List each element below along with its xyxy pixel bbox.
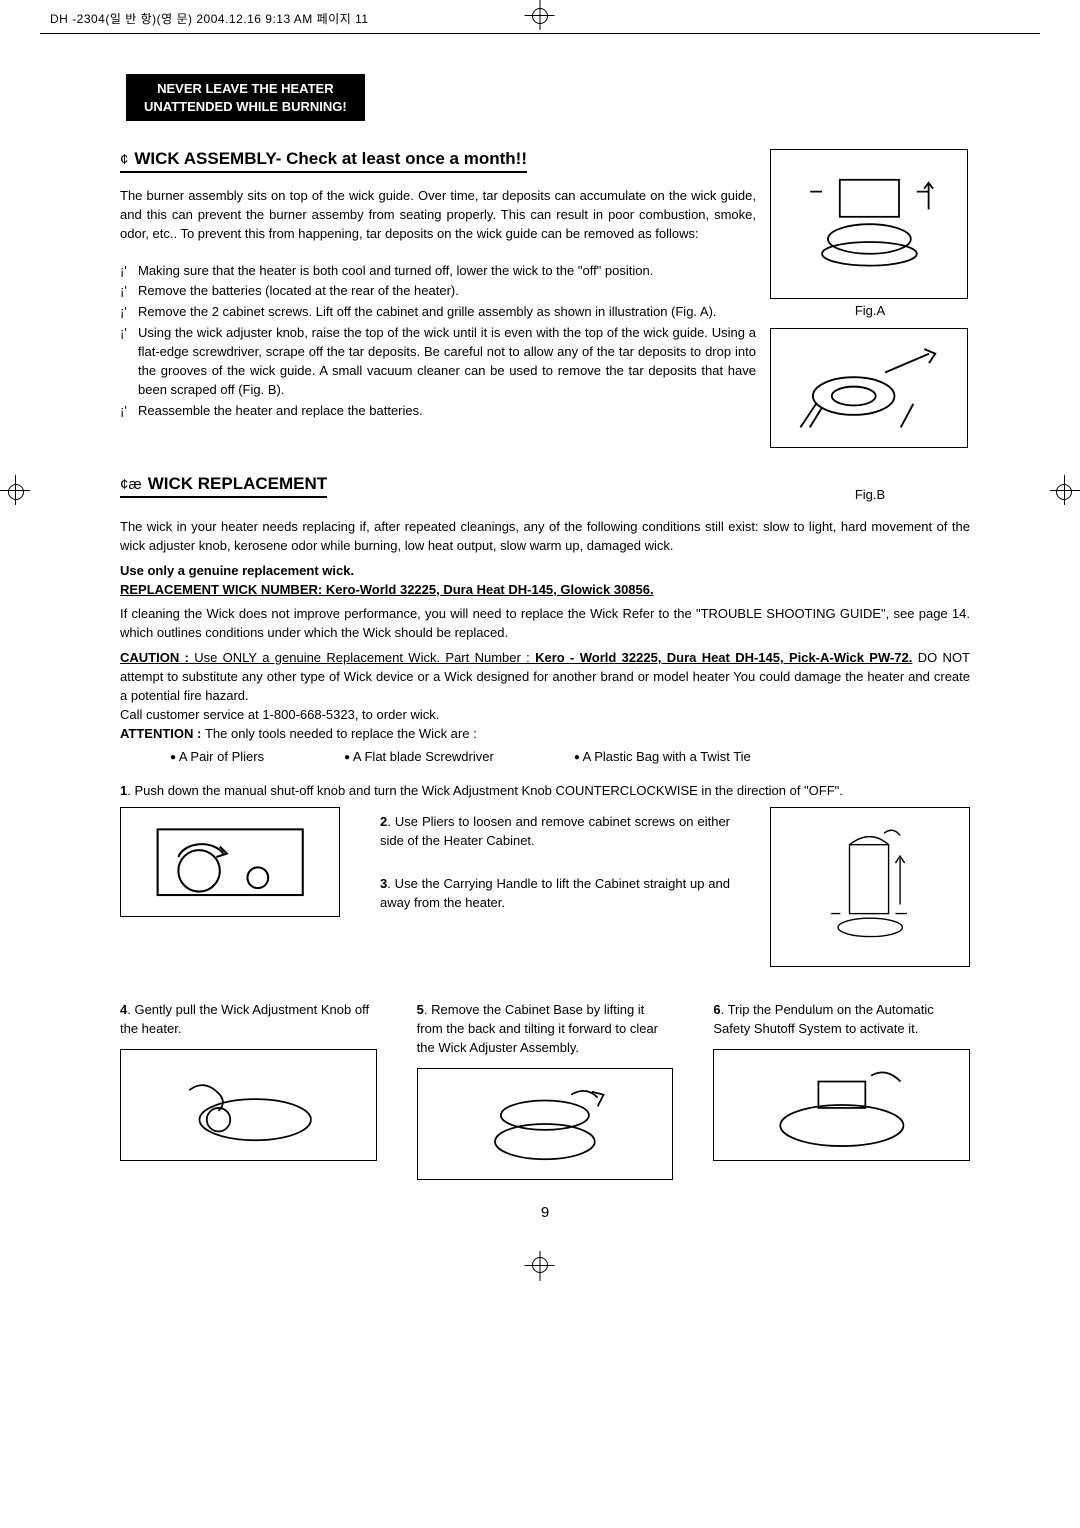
wick-replacement-heading: ¢æ WICK REPLACEMENT <box>120 474 327 498</box>
step-2: 2. Use Pliers to loosen and remove cabin… <box>380 813 730 851</box>
wick-assembly-list: ¡'Making sure that the heater is both co… <box>120 262 756 421</box>
use-only-line: Use only a genuine replacement wick. <box>120 563 354 578</box>
warning-line-1: NEVER LEAVE THE HEATER <box>144 80 347 98</box>
top-rule <box>40 33 1040 34</box>
step-4-col: 4. Gently pull the Wick Adjustment Knob … <box>120 995 377 1180</box>
list-item: ¡'Using the wick adjuster knob, raise th… <box>120 324 756 399</box>
step-4: 4. Gently pull the Wick Adjustment Knob … <box>120 1001 377 1039</box>
heading-text: WICK REPLACEMENT <box>148 474 327 493</box>
page: DH -2304(일 반 항)(영 문) 2004.12.16 9:13 AM … <box>0 0 1080 1281</box>
wick-repl-para2: If cleaning the Wick does not improve pe… <box>120 605 970 643</box>
steps-row-1: 2. Use Pliers to loosen and remove cabin… <box>120 807 970 967</box>
tool-item: A Pair of Pliers <box>170 749 264 764</box>
step5-figure <box>417 1068 674 1180</box>
lift-cabinet-icon <box>791 824 949 950</box>
step3-figure <box>770 807 970 967</box>
step1-figure <box>120 807 340 917</box>
page-number: 9 <box>120 1204 970 1221</box>
remove-base-icon <box>443 1080 647 1168</box>
list-text: Making sure that the heater is both cool… <box>138 262 756 281</box>
scrape-icon <box>791 341 948 435</box>
step-1: 1. Push down the manual shut-off knob an… <box>120 782 970 801</box>
caution-text-underlined: Use ONLY a genuine Replacement Wick. Par… <box>194 650 535 665</box>
figure-b <box>770 328 968 448</box>
wick-repl-useonly: Use only a genuine replacement wick. REP… <box>120 562 970 600</box>
wick-assembly-intro: The burner assembly sits on top of the w… <box>120 187 756 244</box>
heater-cabinet-icon <box>791 165 948 283</box>
call-line: Call customer service at 1-800-668-5323,… <box>120 707 439 722</box>
caution-paragraph: CAUTION : Use ONLY a genuine Replacement… <box>120 649 970 743</box>
steps-2-3-col: 2. Use Pliers to loosen and remove cabin… <box>380 807 730 967</box>
pendulum-icon <box>740 1061 944 1149</box>
replacement-number-line: REPLACEMENT WICK NUMBER: Kero-World 3222… <box>120 582 654 597</box>
list-item: ¡'Remove the batteries (located at the r… <box>120 282 756 301</box>
step-6-col: 6. Trip the Pendulum on the Automatic Sa… <box>713 995 970 1180</box>
bullet-mark: ¡' <box>120 303 138 322</box>
list-text: Remove the batteries (located at the rea… <box>138 282 756 301</box>
bullet-mark: ¡' <box>120 282 138 301</box>
tool-item: A Flat blade Screwdriver <box>344 749 494 764</box>
step-6: 6. Trip the Pendulum on the Automatic Sa… <box>713 1001 970 1039</box>
step-text: . Remove the Cabinet Base by lifting it … <box>417 1002 658 1055</box>
attention-text: The only tools needed to replace the Wic… <box>205 726 477 741</box>
step-5-col: 5. Remove the Cabinet Base by lifting it… <box>417 995 674 1180</box>
caution-label: CAUTION : <box>120 650 194 665</box>
steps-row-2: 4. Gently pull the Wick Adjustment Knob … <box>120 995 970 1180</box>
step4-figure <box>120 1049 377 1161</box>
content-area: NEVER LEAVE THE HEATER UNATTENDED WHILE … <box>120 74 970 1221</box>
step3-fig-col <box>770 807 970 967</box>
bullet-mark: ¡' <box>120 324 138 399</box>
step-text: . Use Pliers to loosen and remove cabine… <box>380 814 730 848</box>
crop-circle-left <box>8 484 24 500</box>
step-text: . Gently pull the Wick Adjustment Knob o… <box>120 1002 369 1036</box>
wick-assembly-row: ¢ WICK ASSEMBLY- Check at least once a mo… <box>120 149 970 452</box>
wick-assembly-heading: ¢ WICK ASSEMBLY- Check at least once a mo… <box>120 149 527 173</box>
tools-row: A Pair of Pliers A Flat blade Screwdrive… <box>120 749 970 764</box>
step6-figure <box>713 1049 970 1161</box>
list-item: ¡'Remove the 2 cabinet screws. Lift off … <box>120 303 756 322</box>
bullet-mark: ¡' <box>120 262 138 281</box>
list-text: Reassemble the heater and replace the ba… <box>138 402 756 421</box>
crop-circle-right <box>1056 484 1072 500</box>
wick-repl-para1: The wick in your heater needs replacing … <box>120 518 970 556</box>
step-text: . Trip the Pendulum on the Automatic Saf… <box>713 1002 933 1036</box>
step1-fig-col <box>120 807 340 967</box>
list-text: Remove the 2 cabinet screws. Lift off th… <box>138 303 756 322</box>
list-text: Using the wick adjuster knob, raise the … <box>138 324 756 399</box>
step-text: . Push down the manual shut-off knob and… <box>127 783 843 798</box>
crop-circle-bottom <box>532 1257 548 1273</box>
fig-column: Fig.A <box>770 149 970 452</box>
warning-line-2: UNATTENDED WHILE BURNING! <box>144 98 347 116</box>
wick-replacement-heading-row: ¢æ WICK REPLACEMENT Fig.B <box>120 464 970 512</box>
heading-symbol: ¢ <box>120 151 128 168</box>
heading-text: WICK ASSEMBLY- Check at least once a mon… <box>134 149 527 168</box>
tool-item: A Plastic Bag with a Twist Tie <box>574 749 751 764</box>
heading-symbol: ¢æ <box>120 476 142 493</box>
step-text: . Use the Carrying Handle to lift the Ca… <box>380 876 730 910</box>
wick-assembly-text: ¢ WICK ASSEMBLY- Check at least once a mo… <box>120 149 756 422</box>
step-3: 3. Use the Carrying Handle to lift the C… <box>380 875 730 913</box>
attention-label: ATTENTION : <box>120 726 205 741</box>
figure-a-caption: Fig.A <box>770 303 970 318</box>
figure-a <box>770 149 968 299</box>
bullet-mark: ¡' <box>120 402 138 421</box>
pull-knob-icon <box>146 1061 350 1149</box>
step-5: 5. Remove the Cabinet Base by lifting it… <box>417 1001 674 1058</box>
crop-circle-top <box>532 8 548 24</box>
list-item: ¡'Making sure that the heater is both co… <box>120 262 756 281</box>
list-item: ¡'Reassemble the heater and replace the … <box>120 402 756 421</box>
knob-turn-icon <box>143 819 317 905</box>
warning-box: NEVER LEAVE THE HEATER UNATTENDED WHILE … <box>126 74 365 121</box>
step-number: 5 <box>417 1002 424 1017</box>
caution-part-numbers: Kero - World 32225, Dura Heat DH-145, Pi… <box>535 650 912 665</box>
step-number: 6 <box>713 1002 720 1017</box>
figure-b-caption: Fig.B <box>770 487 970 502</box>
